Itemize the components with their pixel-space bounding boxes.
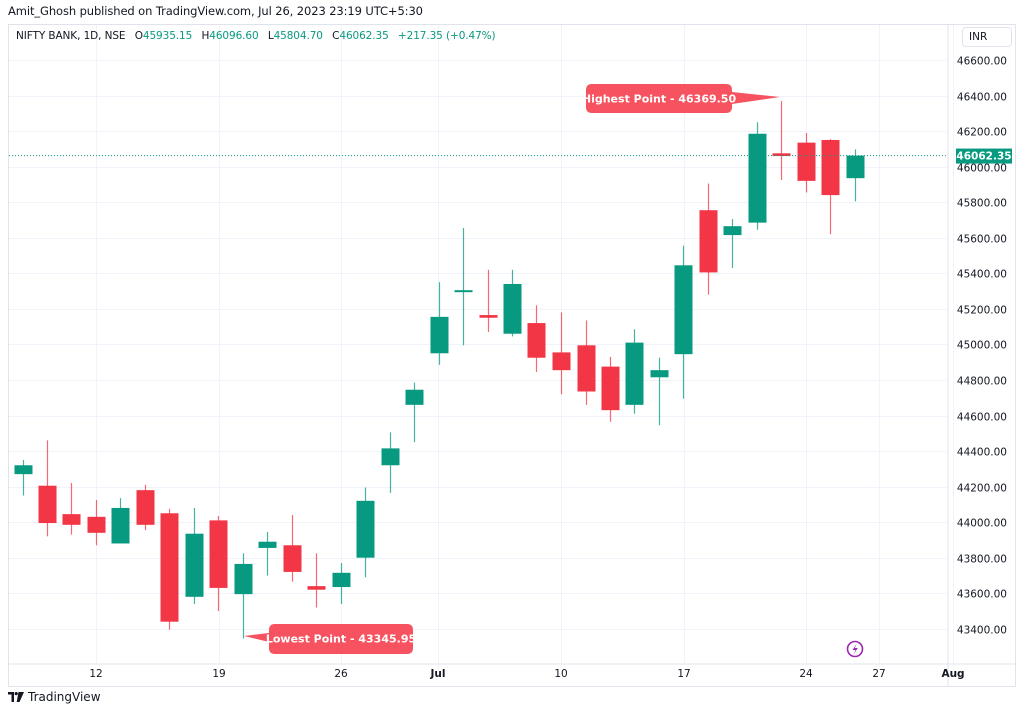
currency-button[interactable]: INR	[962, 27, 1012, 47]
candle-down	[62, 483, 81, 535]
time-tick-label: 19	[212, 668, 225, 680]
candle-up	[503, 269, 522, 337]
close-value: 46062.35	[339, 30, 389, 42]
candle-down	[552, 312, 571, 395]
candles	[14, 100, 865, 639]
candle-down	[479, 269, 498, 332]
candle-up	[111, 498, 130, 544]
change-value: +217.35 (+0.47%)	[397, 30, 496, 42]
lowest-point-callout[interactable]: Lowest Point - 43345.95	[244, 624, 416, 654]
time-tick-label: 12	[89, 668, 102, 680]
candle-up	[430, 282, 449, 365]
candle-down	[87, 499, 106, 546]
price-tick-label: 45400.00	[957, 269, 1007, 281]
price-tick-label: 44200.00	[957, 483, 1007, 495]
candle-up	[405, 382, 424, 443]
candle-down	[577, 320, 596, 405]
time-tick-label: 24	[799, 668, 813, 680]
time-tick-label: Aug	[941, 668, 964, 680]
high-label: H	[201, 30, 210, 42]
candle-down	[307, 553, 326, 608]
time-tick-label: 10	[554, 668, 567, 680]
open-value: 45935.15	[142, 30, 193, 42]
candle-up	[454, 227, 473, 346]
candle-up	[234, 553, 253, 639]
candle-up	[332, 563, 351, 604]
symbol-label[interactable]: NIFTY BANK, 1D, NSE	[16, 30, 126, 42]
price-tick-label: 45800.00	[957, 198, 1007, 210]
candle-up	[846, 149, 865, 202]
candle-down	[601, 356, 620, 422]
close-label: C	[332, 30, 340, 42]
price-tick-label: 44600.00	[957, 412, 1007, 424]
time-tick-label: Jul	[430, 668, 446, 680]
candle-down	[38, 440, 57, 537]
alert-icon[interactable]	[846, 640, 864, 658]
price-tick-label: 44000.00	[957, 518, 1007, 530]
candle-down	[821, 139, 840, 235]
candle-up	[258, 531, 277, 576]
candle-up	[381, 432, 400, 493]
highest-point-callout[interactable]: Highest Point - 46369.50	[582, 84, 780, 113]
brand-label: TradingView	[28, 690, 101, 704]
price-tick-label: 46600.00	[957, 56, 1007, 68]
price-tick-label: 46400.00	[957, 92, 1007, 104]
candle-down	[527, 305, 546, 372]
chart-frame	[8, 24, 1016, 687]
lowest-point-label: Lowest Point - 43345.95	[266, 633, 416, 646]
ohlc-legend: NIFTY BANK, 1D, NSE O45935.15 H46096.60 …	[16, 30, 496, 42]
price-tick-label: 45000.00	[957, 340, 1007, 352]
price-tick-label: 46000.00	[957, 163, 1007, 175]
highest-point-label: Highest Point - 46369.50	[582, 93, 737, 106]
footer: TradingView	[8, 690, 101, 704]
candle-down	[797, 132, 816, 193]
tradingview-logo-icon	[8, 692, 24, 702]
price-tick-label: 46200.00	[957, 127, 1007, 139]
publisher-line: Amit_Ghosh published on TradingView.com,…	[8, 4, 423, 18]
candle-up	[650, 357, 669, 426]
time-tick-label: 26	[334, 668, 348, 680]
low-value: 45804.70	[273, 30, 323, 42]
candle-down	[160, 508, 179, 630]
candle-up	[723, 219, 742, 268]
candle-up	[14, 459, 33, 496]
candle-down	[772, 100, 791, 180]
low-label: L	[267, 30, 274, 42]
candle-up	[748, 122, 767, 230]
time-tick-label: 17	[677, 668, 690, 680]
price-tick-label: 45600.00	[957, 234, 1007, 246]
price-tick-label: 44400.00	[957, 447, 1007, 459]
candle-down	[699, 183, 718, 295]
price-tick-label: 43400.00	[957, 625, 1007, 637]
price-tick-label: 43800.00	[957, 554, 1007, 566]
time-axis[interactable]: 12 19 26 Jul 10 17 24 27 Aug	[89, 668, 964, 680]
candle-down	[136, 484, 155, 531]
last-price-badge	[956, 148, 1012, 164]
last-price-line: 46062.35	[9, 148, 1012, 164]
last-price-label: 46062.35	[956, 151, 1011, 163]
time-tick-label: 27	[872, 668, 885, 680]
candle-up	[185, 507, 204, 604]
candle-up	[674, 245, 693, 399]
candle-down	[209, 515, 228, 612]
open-label: O	[134, 30, 143, 42]
high-value: 46096.60	[209, 30, 259, 42]
candle-up	[625, 329, 644, 414]
grid-lines	[9, 25, 1015, 686]
candle-down	[283, 515, 302, 582]
price-axis[interactable]: 46600.00 46400.00 46200.00 46000.00 45800.00…	[957, 56, 1007, 637]
price-tick-label: 45200.00	[957, 305, 1007, 317]
candle-up	[356, 487, 375, 578]
price-tick-label: 43600.00	[957, 589, 1007, 601]
annotations: Highest Point - 46369.50 Lowest Point - 4…	[244, 84, 780, 654]
price-tick-label: 44800.00	[957, 376, 1007, 388]
